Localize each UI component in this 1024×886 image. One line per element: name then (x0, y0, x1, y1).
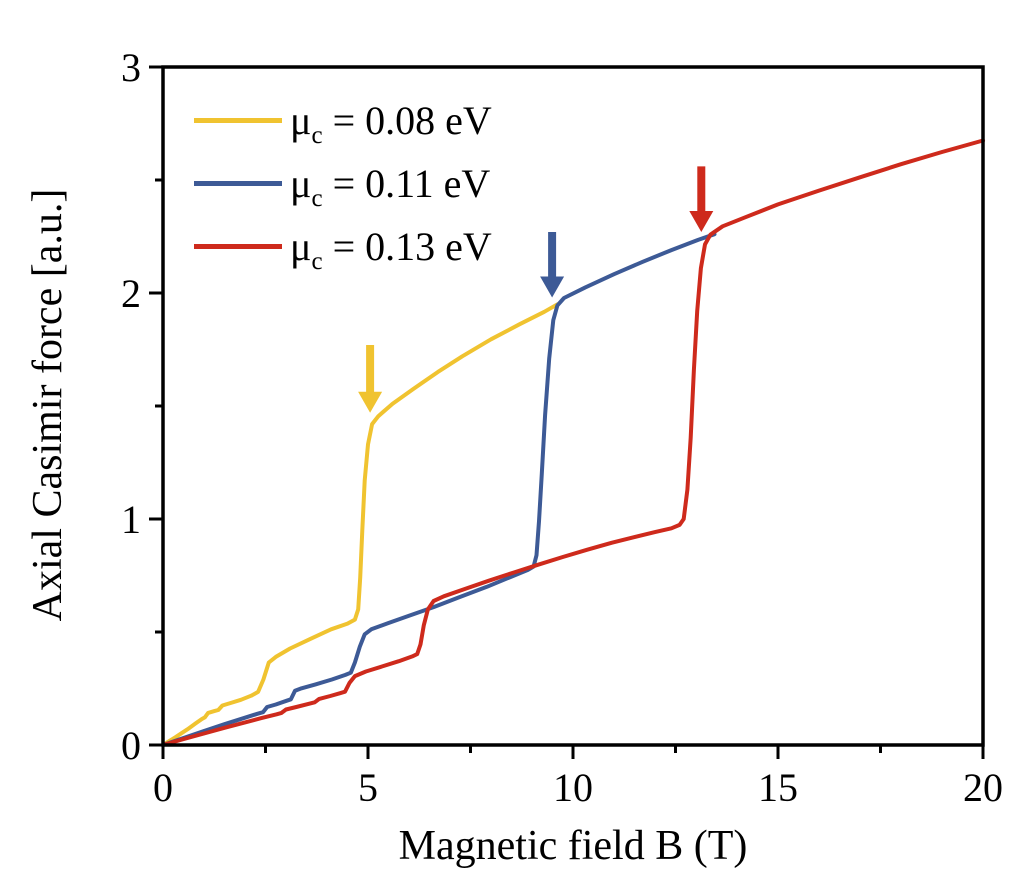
legend: μc = 0.08 eV μc = 0.11 eV μc = 0.13 eV (194, 89, 492, 278)
legend-label: μc = 0.13 eV (290, 223, 492, 275)
x-tick-label-20: 20 (963, 765, 1003, 810)
x-tick-label-5: 5 (358, 765, 378, 810)
y-tick-label-3: 3 (121, 45, 141, 90)
legend-item-mu-0.13ev: μc = 0.13 eV (194, 215, 492, 278)
x-tick-label-10: 10 (553, 765, 593, 810)
curve-mu_c-0.08eV (161, 302, 560, 747)
legend-label: μc = 0.08 eV (290, 97, 492, 149)
transition-arrow-mu_c-0.13eV (689, 166, 714, 232)
legend-item-mu-0.11ev: μc = 0.11 eV (194, 152, 492, 215)
legend-line-swatch-red (194, 244, 282, 249)
legend-line-swatch-blue (194, 181, 282, 186)
x-tick-label-0: 0 (153, 765, 173, 810)
y-tick-label-1: 1 (121, 497, 141, 542)
transition-arrow-mu_c-0.11eV (540, 232, 565, 298)
legend-line-swatch-yellow (194, 118, 282, 123)
y-axis-label: Axial Casimir force [a.u.] (25, 188, 71, 622)
curve-mu_c-0.11eV (161, 232, 717, 747)
y-tick-label-0: 0 (121, 723, 141, 768)
transition-arrow-mu_c-0.08eV (358, 345, 383, 413)
x-tick-label-15: 15 (758, 765, 798, 810)
y-tick-label-2: 2 (121, 271, 141, 316)
x-axis-label: Magnetic field B (T) (398, 823, 748, 869)
legend-label: μc = 0.11 eV (290, 160, 491, 212)
curve-mu_c-0.13eV (161, 138, 985, 747)
legend-item-mu-0.08ev: μc = 0.08 eV (194, 89, 492, 152)
